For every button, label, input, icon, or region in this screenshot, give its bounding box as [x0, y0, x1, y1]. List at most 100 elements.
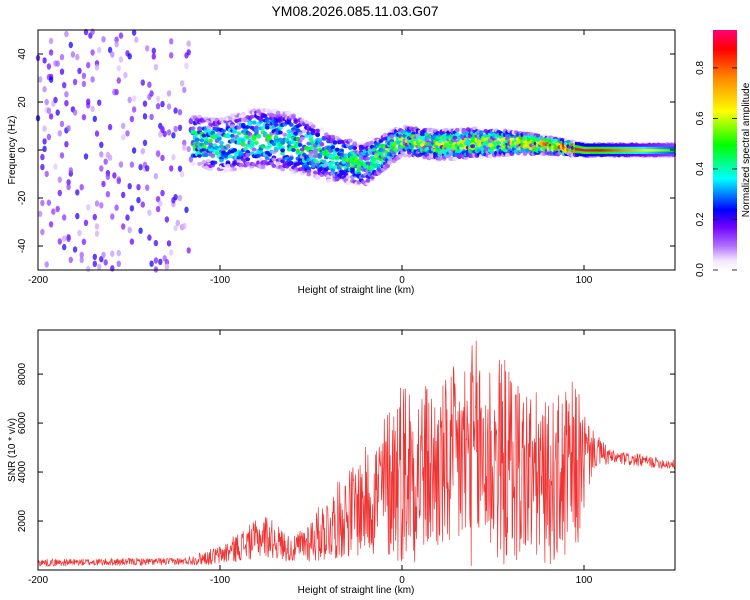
spectrogram-cell [626, 148, 628, 152]
spectrogram-cell [577, 150, 579, 154]
spectrogram-cell [251, 120, 257, 125]
spectrogram-cell [389, 134, 395, 139]
spectrogram-cell [598, 143, 601, 147]
spectrogram-x-tick-label: -100 [210, 275, 230, 286]
spectrogram-cell [374, 160, 379, 165]
spectrogram-cell [134, 36, 139, 43]
spectrogram-cell [116, 177, 122, 185]
spectrogram-cell [118, 32, 124, 39]
spectrogram-cell [627, 148, 629, 152]
spectrogram-cell [652, 148, 654, 152]
spectrogram-cell [652, 150, 654, 154]
spectrogram-cell [627, 153, 629, 157]
spectrogram-cell [665, 143, 667, 147]
spectrogram-cell [225, 144, 231, 149]
spectrogram-cell [64, 100, 69, 107]
spectrogram-cell [664, 148, 666, 152]
spectrogram-cell [129, 238, 135, 245]
spectrogram-cell [636, 146, 638, 150]
snr-x-tick-label: 100 [576, 575, 593, 586]
spectrogram-cell [622, 150, 625, 154]
spectrogram-cell [57, 130, 62, 137]
spectrogram-cell [42, 57, 47, 64]
spectrogram-cell [608, 153, 611, 157]
spectrogram-cell [643, 150, 646, 154]
spectrogram-cell [61, 243, 67, 251]
spectrogram-cell [584, 143, 587, 147]
spectrogram-cell [643, 146, 646, 150]
spectrogram-cell [631, 146, 634, 150]
spectrogram-cell [613, 143, 615, 147]
spectrogram-cell [651, 143, 653, 147]
spectrogram-cell [385, 164, 390, 168]
spectrogram-cell [596, 153, 599, 157]
spectrogram-cell [610, 148, 613, 152]
spectrogram-cell [605, 150, 607, 154]
spectrogram-cell [116, 65, 122, 72]
spectrogram-cell [306, 172, 312, 177]
spectrogram-cell [97, 263, 102, 270]
spectrogram-cell [608, 150, 611, 154]
spectrogram-cell [578, 147, 580, 151]
spectrogram-cell [136, 184, 141, 191]
spectrogram-cell [140, 148, 145, 155]
spectrogram-cell [663, 143, 665, 147]
spectrogram-cell [614, 150, 616, 154]
spectrogram-cell [638, 150, 640, 154]
spectrogram-cell [42, 86, 47, 93]
spectrogram-cell [578, 142, 580, 146]
spectrogram-cell [589, 148, 591, 152]
spectrogram-cell [121, 223, 126, 230]
spectrogram-cell [580, 153, 582, 157]
snr-frame [37, 329, 676, 571]
spectrogram-cell [260, 126, 266, 130]
spectrogram-cell [92, 253, 98, 261]
spectrogram-cell [79, 251, 84, 259]
spectrogram-cell [628, 153, 630, 157]
spectrogram-cell [642, 153, 644, 157]
spectrogram-cell [169, 165, 174, 172]
spectrogram-cell [669, 153, 672, 157]
spectrogram-cell [615, 153, 617, 157]
spectrogram-cell [637, 150, 639, 154]
spectrogram-cell [665, 150, 667, 154]
spectrogram-cell [654, 153, 656, 157]
spectrogram-cell [635, 148, 637, 152]
spectrogram-x-tick-label: 0 [399, 275, 405, 286]
spectrogram-cell [173, 125, 178, 133]
spectrogram-cell [636, 148, 638, 152]
spectrogram-cell [92, 115, 98, 123]
spectrogram-cell [286, 129, 292, 134]
spectrogram-cell [273, 122, 279, 127]
spectrogram-cell [627, 143, 629, 147]
spectrogram-cell [639, 148, 641, 152]
spectrogram-cell [589, 150, 591, 154]
spectrogram-cell [637, 148, 639, 152]
spectrogram-cell [230, 113, 235, 118]
spectrogram-cell [616, 148, 618, 152]
spectrogram-cell [53, 96, 58, 104]
spectrogram-cell [625, 143, 627, 147]
spectrogram-cell [61, 82, 67, 89]
spectrogram-cell [363, 164, 368, 169]
spectrogram-cell [574, 141, 577, 145]
spectrogram-cell [636, 143, 638, 147]
spectrogram-cell [75, 212, 80, 220]
spectrogram-cell [166, 129, 172, 136]
spectrogram-cell [649, 148, 651, 152]
spectrogram-cell [286, 133, 292, 138]
spectrogram-cell [660, 143, 662, 147]
spectrogram-cell [596, 150, 599, 154]
spectrogram-cell [615, 146, 617, 150]
spectrogram-cell [607, 153, 610, 157]
spectrogram-cell [645, 150, 648, 154]
spectrogram-cell [607, 150, 610, 154]
spectrogram-x-label: Height of straight line (km) [298, 285, 415, 296]
spectrogram-cell [219, 140, 224, 145]
spectrogram-cell [595, 143, 597, 147]
spectrogram-cell [653, 153, 655, 157]
spectrogram-cell [61, 235, 67, 242]
spectrogram-cell [179, 171, 185, 178]
spectrogram-cell [118, 56, 124, 63]
spectrogram-cell [588, 148, 590, 152]
